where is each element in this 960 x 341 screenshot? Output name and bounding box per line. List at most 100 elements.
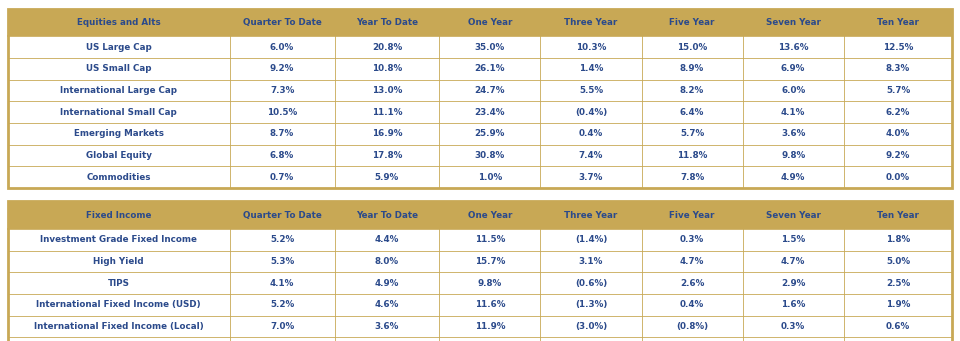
Text: 6.4%: 6.4% <box>680 108 705 117</box>
Bar <box>540 316 641 337</box>
Text: 1.5%: 1.5% <box>781 235 805 244</box>
Bar <box>334 145 440 166</box>
Text: Investment Grade Fixed Income: Investment Grade Fixed Income <box>40 235 197 244</box>
Text: 1.0%: 1.0% <box>478 173 502 182</box>
Text: US Small Cap: US Small Cap <box>86 64 152 73</box>
Bar <box>440 166 540 188</box>
Text: 0.3%: 0.3% <box>781 322 805 331</box>
Text: 0.6%: 0.6% <box>886 322 910 331</box>
Bar <box>743 123 844 145</box>
Text: Three Year: Three Year <box>564 18 617 27</box>
Text: 7.0%: 7.0% <box>270 322 294 331</box>
Text: 13.6%: 13.6% <box>778 43 808 52</box>
Bar <box>844 102 952 123</box>
Text: 12.5%: 12.5% <box>883 43 913 52</box>
Text: 24.7%: 24.7% <box>474 86 505 95</box>
Text: Emerging Markets: Emerging Markets <box>74 130 163 138</box>
Text: 26.1%: 26.1% <box>474 64 505 73</box>
Text: 4.1%: 4.1% <box>781 108 805 117</box>
Bar <box>229 229 334 251</box>
Text: 9.2%: 9.2% <box>270 64 295 73</box>
Bar <box>334 9 440 36</box>
Bar <box>743 36 844 58</box>
Bar <box>8 145 229 166</box>
Text: International Large Cap: International Large Cap <box>60 86 178 95</box>
Bar <box>641 272 743 294</box>
Bar <box>540 272 641 294</box>
Text: Year To Date: Year To Date <box>356 210 418 220</box>
Text: 6.0%: 6.0% <box>270 43 294 52</box>
Text: 9.2%: 9.2% <box>886 151 910 160</box>
Bar <box>8 36 229 58</box>
Text: 6.9%: 6.9% <box>781 64 805 73</box>
Text: 17.8%: 17.8% <box>372 151 402 160</box>
Bar <box>334 102 440 123</box>
Bar <box>641 145 743 166</box>
Text: 15.0%: 15.0% <box>677 43 708 52</box>
Bar <box>540 229 641 251</box>
Text: International Fixed Income (USD): International Fixed Income (USD) <box>36 300 201 309</box>
Text: 4.7%: 4.7% <box>680 257 705 266</box>
Bar <box>229 102 334 123</box>
Bar <box>229 123 334 145</box>
Bar <box>8 102 229 123</box>
Bar <box>334 166 440 188</box>
Bar <box>540 145 641 166</box>
Text: 23.4%: 23.4% <box>474 108 505 117</box>
Bar <box>229 294 334 316</box>
Bar <box>334 58 440 80</box>
Bar <box>540 201 641 229</box>
Bar <box>440 58 540 80</box>
Text: (0.4%): (0.4%) <box>575 108 607 117</box>
Text: 5.9%: 5.9% <box>374 173 399 182</box>
Bar <box>641 36 743 58</box>
Text: 6.8%: 6.8% <box>270 151 294 160</box>
Bar <box>641 58 743 80</box>
Text: 8.9%: 8.9% <box>680 64 705 73</box>
Text: (0.8%): (0.8%) <box>676 322 708 331</box>
Text: Seven Year: Seven Year <box>766 18 821 27</box>
Bar <box>540 251 641 272</box>
Bar <box>229 201 334 229</box>
Bar <box>743 272 844 294</box>
Bar <box>743 251 844 272</box>
Bar <box>440 316 540 337</box>
Bar <box>334 294 440 316</box>
Bar <box>641 251 743 272</box>
Text: Equities and Alts: Equities and Alts <box>77 18 160 27</box>
Bar <box>641 9 743 36</box>
Bar <box>641 123 743 145</box>
Bar <box>440 145 540 166</box>
Text: 5.7%: 5.7% <box>886 86 910 95</box>
Bar <box>540 58 641 80</box>
Text: 5.5%: 5.5% <box>579 86 603 95</box>
Bar <box>440 337 540 341</box>
Text: Commodities: Commodities <box>86 173 151 182</box>
Bar <box>844 9 952 36</box>
Text: 11.9%: 11.9% <box>474 322 505 331</box>
Text: 16.9%: 16.9% <box>372 130 402 138</box>
Text: Five Year: Five Year <box>669 18 715 27</box>
Bar <box>334 80 440 102</box>
Bar <box>540 123 641 145</box>
Text: 4.6%: 4.6% <box>374 300 399 309</box>
Bar <box>844 80 952 102</box>
Bar <box>743 294 844 316</box>
Bar <box>8 316 229 337</box>
Bar <box>229 9 334 36</box>
Bar <box>641 294 743 316</box>
Text: International Fixed Income (Local): International Fixed Income (Local) <box>34 322 204 331</box>
Bar <box>540 294 641 316</box>
Text: 3.1%: 3.1% <box>579 257 603 266</box>
Bar <box>229 272 334 294</box>
Text: 10.3%: 10.3% <box>576 43 606 52</box>
Text: TIPS: TIPS <box>108 279 130 287</box>
Text: High Yield: High Yield <box>93 257 144 266</box>
Bar <box>743 166 844 188</box>
Text: 30.8%: 30.8% <box>475 151 505 160</box>
Bar <box>641 201 743 229</box>
Bar <box>440 294 540 316</box>
Bar <box>334 123 440 145</box>
Bar <box>540 80 641 102</box>
Text: 8.7%: 8.7% <box>270 130 294 138</box>
